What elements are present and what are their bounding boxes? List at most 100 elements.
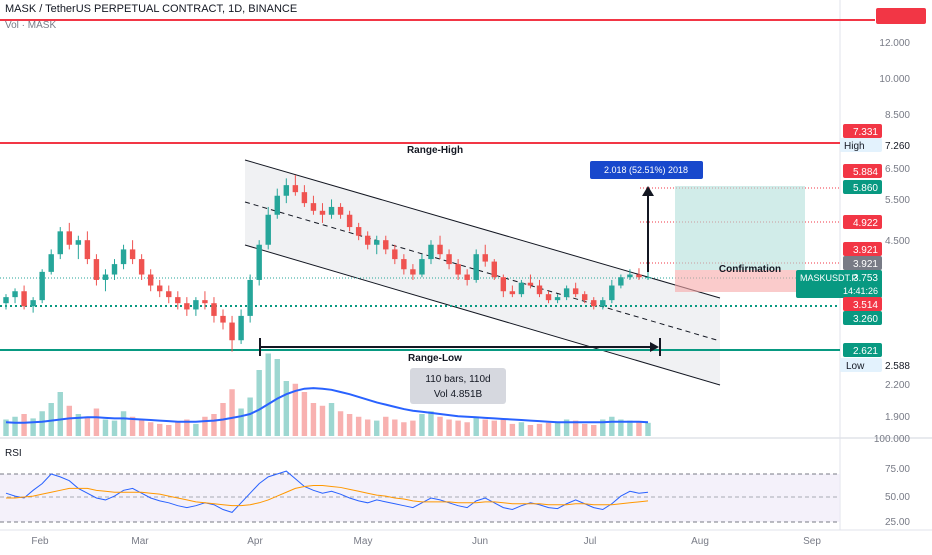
volume-bar bbox=[184, 419, 190, 436]
candle-body[interactable] bbox=[57, 231, 63, 255]
candle-body[interactable] bbox=[193, 300, 199, 310]
candle-body[interactable] bbox=[75, 240, 82, 245]
candle-body[interactable] bbox=[401, 259, 407, 270]
candle-body[interactable] bbox=[536, 285, 543, 295]
candle-body[interactable] bbox=[30, 300, 36, 307]
candle-body[interactable] bbox=[383, 240, 389, 250]
high-name: High bbox=[844, 141, 865, 152]
candle-body[interactable] bbox=[48, 254, 54, 272]
candle-body[interactable] bbox=[265, 214, 271, 245]
price-85: 8.500 bbox=[885, 110, 910, 121]
candle-body[interactable] bbox=[346, 214, 353, 228]
candle-body[interactable] bbox=[500, 277, 507, 292]
candle-body[interactable] bbox=[175, 297, 181, 304]
candle-body[interactable] bbox=[428, 244, 434, 260]
rsi-label: RSI bbox=[5, 448, 22, 459]
volume-bar bbox=[464, 422, 470, 436]
channel-mid-line[interactable] bbox=[244, 201, 721, 342]
candle-body[interactable] bbox=[102, 274, 109, 280]
gray3921-value: 3.921 bbox=[853, 259, 878, 270]
candle-body[interactable] bbox=[3, 297, 9, 304]
volume-bar bbox=[175, 422, 181, 436]
volume-bar bbox=[66, 405, 73, 436]
volume-bar bbox=[193, 423, 199, 436]
candle-body[interactable] bbox=[138, 259, 145, 275]
candle-body[interactable] bbox=[545, 294, 552, 301]
candle-body[interactable] bbox=[274, 195, 280, 215]
candle-body[interactable] bbox=[509, 291, 516, 295]
candle-body[interactable] bbox=[554, 297, 561, 301]
candle-body[interactable] bbox=[120, 249, 127, 265]
candle-body[interactable] bbox=[527, 282, 534, 286]
candle-body[interactable] bbox=[636, 274, 642, 278]
candle-body[interactable] bbox=[627, 274, 633, 278]
candle-body[interactable] bbox=[410, 269, 416, 275]
r4922-value: 4.922 bbox=[853, 218, 878, 229]
candle-body[interactable] bbox=[600, 300, 606, 307]
candle-body[interactable] bbox=[464, 274, 470, 280]
candle-body[interactable] bbox=[446, 254, 452, 265]
candle-body[interactable] bbox=[392, 249, 398, 260]
candle-body[interactable] bbox=[166, 291, 172, 298]
candle-body[interactable] bbox=[491, 261, 497, 278]
target-zone[interactable] bbox=[675, 186, 805, 270]
candle-body[interactable] bbox=[581, 294, 588, 301]
candle-body[interactable] bbox=[129, 249, 136, 260]
candle-body[interactable] bbox=[609, 285, 615, 301]
g3260-tag bbox=[843, 311, 882, 325]
candle-body[interactable] bbox=[93, 259, 100, 280]
candle-body[interactable] bbox=[374, 240, 380, 245]
candle-body[interactable] bbox=[518, 282, 525, 295]
volume-bar bbox=[383, 416, 389, 436]
candle-body[interactable] bbox=[66, 231, 73, 245]
candle-body[interactable] bbox=[238, 315, 244, 341]
candle-body[interactable] bbox=[455, 264, 461, 275]
confirmation-zone[interactable] bbox=[675, 270, 805, 292]
volume-bar bbox=[428, 411, 434, 436]
channel-lower-line[interactable] bbox=[244, 244, 721, 386]
candle-body[interactable] bbox=[419, 259, 425, 275]
candle-body[interactable] bbox=[220, 315, 226, 323]
candle-body[interactable] bbox=[572, 288, 579, 295]
candle-body[interactable] bbox=[184, 303, 190, 310]
candle-body[interactable] bbox=[437, 244, 443, 255]
candle-body[interactable] bbox=[111, 264, 118, 275]
candle-body[interactable] bbox=[202, 300, 208, 304]
candle-body[interactable] bbox=[247, 279, 253, 316]
candle-body[interactable] bbox=[337, 206, 344, 215]
candle-body[interactable] bbox=[21, 291, 27, 307]
bars-info-box[interactable] bbox=[410, 368, 506, 404]
candle-body[interactable] bbox=[328, 206, 335, 215]
candle-body[interactable] bbox=[618, 277, 624, 286]
candle-body[interactable] bbox=[563, 288, 570, 298]
candle-body[interactable] bbox=[39, 271, 45, 301]
candle-body[interactable] bbox=[364, 235, 371, 245]
candle-body[interactable] bbox=[84, 240, 91, 260]
candle-body[interactable] bbox=[211, 303, 217, 316]
candle-body[interactable] bbox=[301, 192, 308, 204]
candle-body[interactable] bbox=[482, 254, 488, 262]
volume-bar bbox=[229, 389, 235, 436]
candle-body[interactable] bbox=[319, 210, 326, 215]
g2621-tag bbox=[843, 343, 882, 357]
measure-label-box[interactable] bbox=[590, 161, 703, 179]
candle-body[interactable] bbox=[310, 203, 317, 211]
candle-body[interactable] bbox=[591, 300, 597, 307]
current-price-tag[interactable] bbox=[796, 270, 882, 298]
candle-body[interactable] bbox=[157, 285, 163, 292]
candle-body[interactable] bbox=[292, 185, 299, 193]
candle-body[interactable] bbox=[645, 277, 651, 279]
gray3921-tag bbox=[843, 256, 882, 270]
x-tick-label: May bbox=[354, 536, 373, 547]
candle-body[interactable] bbox=[12, 291, 18, 298]
volume-bar bbox=[21, 414, 27, 436]
candle-body[interactable] bbox=[256, 244, 262, 280]
candle-body[interactable] bbox=[355, 227, 362, 236]
candle-body[interactable] bbox=[229, 322, 235, 341]
candle-body[interactable] bbox=[283, 185, 290, 196]
volume-bar bbox=[120, 411, 127, 436]
candle-body[interactable] bbox=[147, 274, 154, 286]
candle-body[interactable] bbox=[473, 254, 479, 280]
